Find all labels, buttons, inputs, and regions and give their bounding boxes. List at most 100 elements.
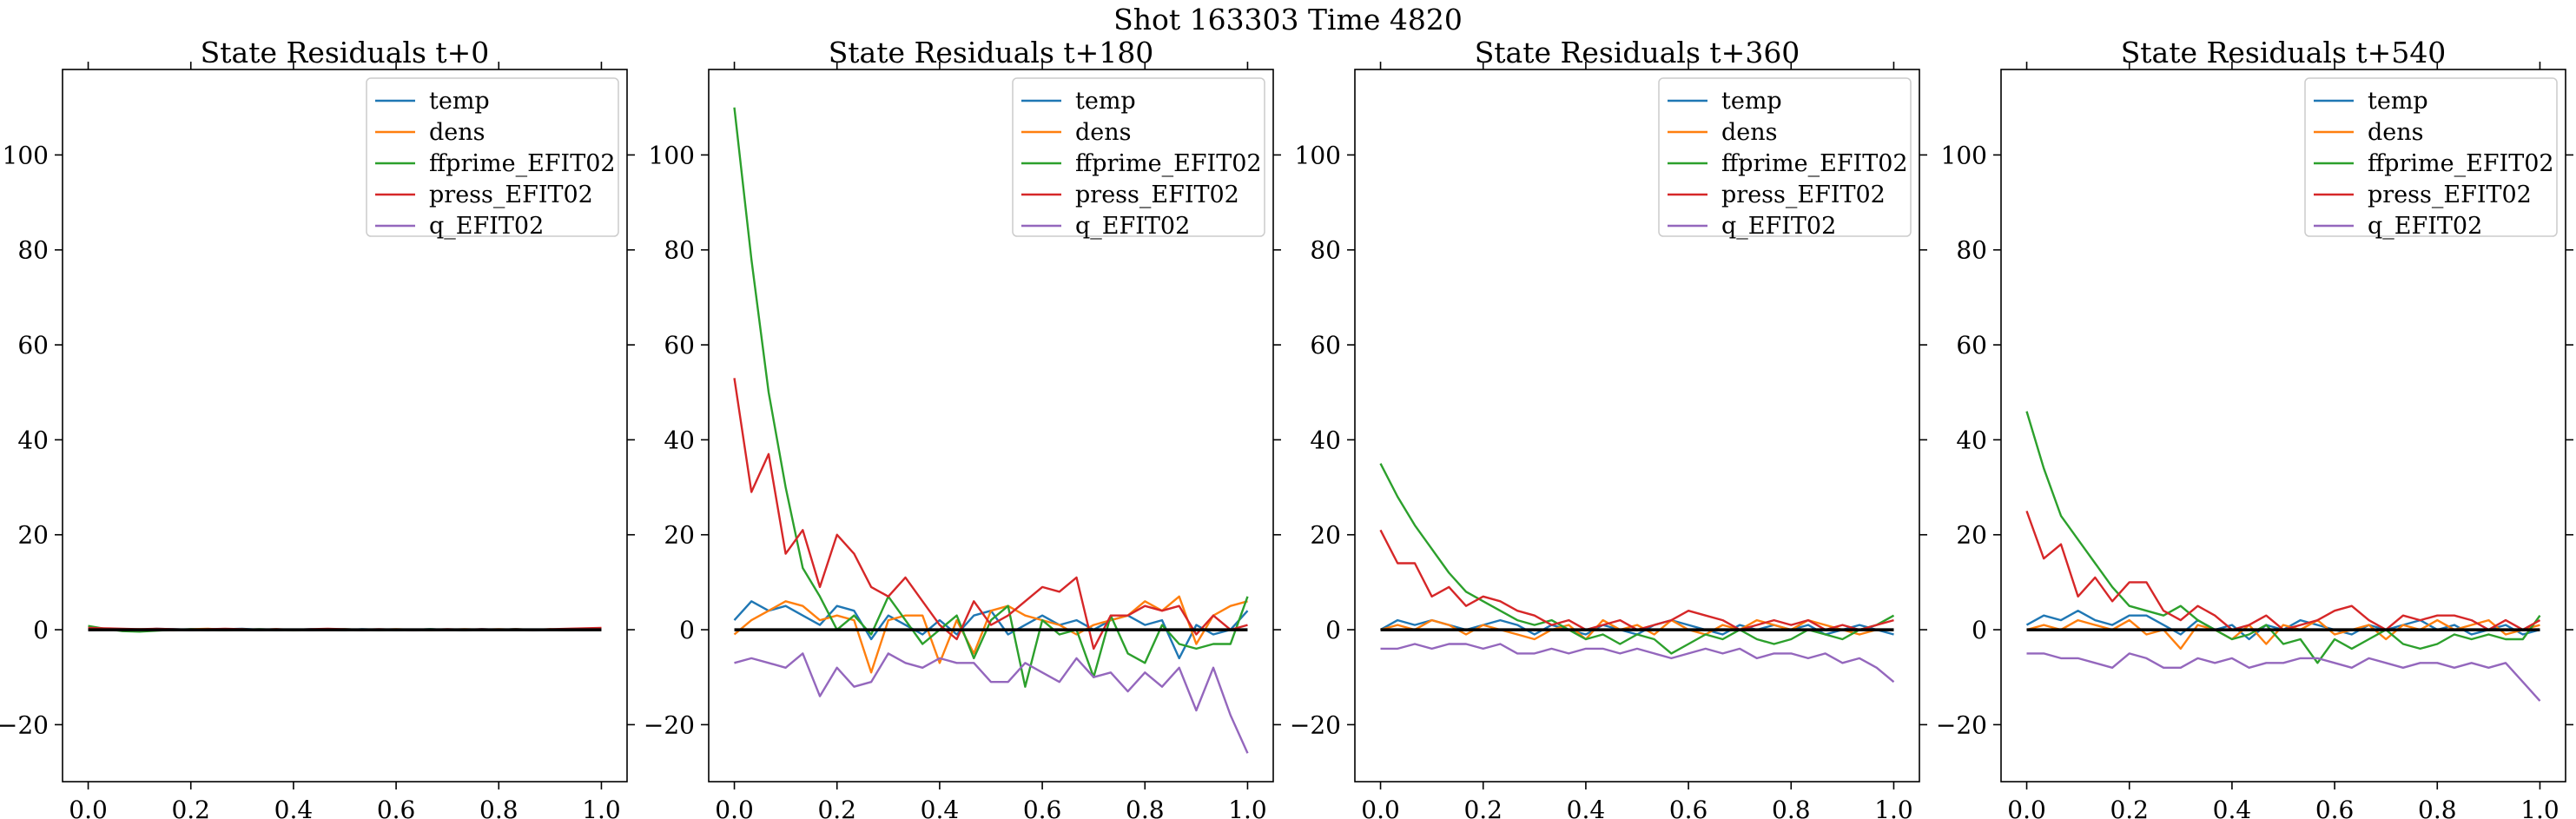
y-tick-label: 80 bbox=[1310, 236, 1341, 265]
y-tick-label: 100 bbox=[1295, 141, 1341, 169]
subplot-title: State Residuals t+0 bbox=[201, 36, 490, 69]
x-tick-label: 0.8 bbox=[1126, 796, 1165, 819]
y-tick-label: 100 bbox=[649, 141, 695, 169]
x-tick-label: 0.2 bbox=[817, 796, 856, 819]
y-tick-label: 40 bbox=[17, 426, 49, 454]
x-tick-label: 0.2 bbox=[1463, 796, 1503, 819]
series-line-q_EFIT02 bbox=[1380, 643, 1895, 684]
axes-frame bbox=[708, 69, 1274, 783]
subplot-title: State Residuals t+360 bbox=[1475, 36, 1800, 69]
y-tick-label: 80 bbox=[17, 236, 49, 265]
x-tick-label: 0.8 bbox=[479, 796, 519, 819]
legend-box bbox=[1012, 77, 1265, 237]
x-tick-label: 0.4 bbox=[2213, 796, 2252, 819]
legend: temp dens ffprime_EFIT02 press_EFIT02 q_EFIT… bbox=[1658, 77, 1912, 240]
axes-frame bbox=[1354, 69, 1920, 783]
legend-label: dens bbox=[2368, 119, 2424, 146]
series-line-ffprime_EFIT02 bbox=[2025, 411, 2541, 664]
x-tick-label: 0.6 bbox=[2315, 796, 2355, 819]
x-tick-label: 1.0 bbox=[582, 796, 621, 819]
series-line-ffprime_EFIT02 bbox=[733, 107, 1249, 688]
y-tick-label: 60 bbox=[1956, 331, 1987, 360]
x-tick-label: 0.0 bbox=[2007, 796, 2046, 819]
x-tick-label: 1.0 bbox=[2520, 796, 2559, 819]
legend-label: ffprime_EFIT02 bbox=[2368, 150, 2554, 177]
legend-label: q_EFIT02 bbox=[429, 213, 544, 240]
x-tick-label: 0.0 bbox=[1361, 796, 1400, 819]
x-tick-label: 0.0 bbox=[715, 796, 754, 819]
y-tick-label: 20 bbox=[1310, 521, 1341, 550]
legend-label: press_EFIT02 bbox=[2368, 182, 2532, 208]
figure-title: Shot 163303 Time 4820 bbox=[1113, 3, 1463, 36]
y-tick-label: 80 bbox=[664, 236, 695, 265]
y-tick-label: 40 bbox=[1310, 426, 1341, 454]
axes-frame bbox=[62, 69, 628, 783]
x-tick-label: 0.2 bbox=[2110, 796, 2149, 819]
x-tick-label: 0.4 bbox=[921, 796, 960, 819]
subplot-title: State Residuals t+540 bbox=[2121, 36, 2447, 69]
subplot-2: State Residuals t+180 0.0 0.2 0.4 0.6 0.8 1.0 −… bbox=[644, 36, 1281, 819]
subplot-1: State Residuals t+0 0.0 0.2 0.4 0.6 0.8 1.0 −20… bbox=[0, 36, 635, 819]
legend-box bbox=[366, 77, 619, 237]
x-tick-label: 0.0 bbox=[69, 796, 108, 819]
y-tick-label: 100 bbox=[3, 141, 49, 169]
y-tick-label: 40 bbox=[1956, 426, 1987, 454]
legend-label: ffprime_EFIT02 bbox=[429, 150, 616, 177]
legend-label: q_EFIT02 bbox=[2368, 213, 2482, 240]
x-tick-label: 0.8 bbox=[2418, 796, 2457, 819]
x-tick-label: 0.4 bbox=[1567, 796, 1606, 819]
y-tick-label: −20 bbox=[644, 710, 695, 739]
legend-label: ffprime_EFIT02 bbox=[1075, 150, 1262, 177]
y-tick-label: 100 bbox=[1941, 141, 1987, 169]
y-tick-label: 20 bbox=[1956, 521, 1987, 550]
y-tick-label: 0 bbox=[1972, 616, 1987, 644]
x-tick-label: 0.6 bbox=[1669, 796, 1708, 819]
legend-label: q_EFIT02 bbox=[1075, 213, 1190, 240]
y-tick-label: 0 bbox=[33, 616, 49, 644]
y-tick-label: 80 bbox=[1956, 236, 1987, 265]
legend: temp dens ffprime_EFIT02 press_EFIT02 q_EFIT… bbox=[366, 77, 619, 240]
legend: temp dens ffprime_EFIT02 press_EFIT02 q_EFIT… bbox=[1012, 77, 1265, 240]
legend-box bbox=[1658, 77, 1912, 237]
x-tick-label: 0.6 bbox=[1023, 796, 1062, 819]
legend-label: temp bbox=[2368, 88, 2428, 115]
series-line-press_EFIT02 bbox=[733, 378, 1248, 651]
x-tick-label: 0.2 bbox=[171, 796, 210, 819]
subplot-title: State Residuals t+180 bbox=[829, 36, 1154, 69]
y-tick-label: 0 bbox=[679, 616, 695, 644]
series-line-q_EFIT02 bbox=[734, 652, 1249, 754]
y-tick-label: 60 bbox=[664, 331, 695, 360]
y-tick-label: 40 bbox=[664, 426, 695, 454]
legend-label: ffprime_EFIT02 bbox=[1721, 150, 1908, 177]
y-tick-label: 60 bbox=[1310, 331, 1341, 360]
legend-label: temp bbox=[429, 88, 490, 115]
legend: temp dens ffprime_EFIT02 press_EFIT02 q_EFIT… bbox=[2304, 77, 2558, 240]
subplot-4: State Residuals t+540 0.0 0.2 0.4 0.6 0.8 1.0 −… bbox=[1936, 36, 2573, 819]
y-tick-label: −20 bbox=[1936, 710, 1987, 739]
y-tick-label: −20 bbox=[1290, 710, 1341, 739]
y-tick-label: 20 bbox=[17, 521, 49, 550]
x-tick-label: 0.4 bbox=[274, 796, 314, 819]
y-tick-label: 0 bbox=[1325, 616, 1341, 644]
legend-label: dens bbox=[1721, 119, 1778, 146]
axes-frame bbox=[2000, 69, 2566, 783]
legend-label: press_EFIT02 bbox=[1721, 182, 1886, 208]
legend-label: temp bbox=[1075, 88, 1136, 115]
x-tick-label: 0.8 bbox=[1772, 796, 1811, 819]
x-tick-label: 0.6 bbox=[377, 796, 416, 819]
subplot-3: State Residuals t+360 0.0 0.2 0.4 0.6 0.8 1.0 −… bbox=[1290, 36, 1927, 819]
legend-label: dens bbox=[429, 119, 485, 146]
legend-label: temp bbox=[1721, 88, 1782, 115]
y-tick-label: 20 bbox=[664, 521, 695, 550]
legend-box bbox=[2304, 77, 2558, 237]
y-tick-label: −20 bbox=[0, 710, 49, 739]
legend-label: dens bbox=[1075, 119, 1132, 146]
legend-label: q_EFIT02 bbox=[1721, 213, 1836, 240]
x-tick-label: 1.0 bbox=[1874, 796, 1913, 819]
legend-label: press_EFIT02 bbox=[429, 182, 593, 208]
y-tick-label: 60 bbox=[17, 331, 49, 360]
x-tick-label: 1.0 bbox=[1228, 796, 1267, 819]
legend-label: press_EFIT02 bbox=[1075, 182, 1239, 208]
series-line-q_EFIT02 bbox=[2026, 652, 2541, 702]
